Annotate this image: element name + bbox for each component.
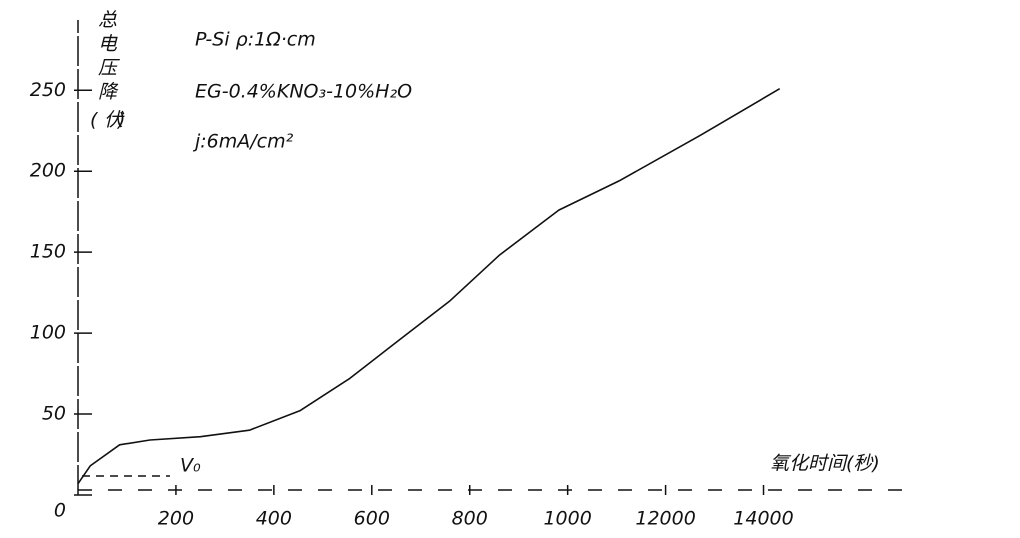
x-axis-label: 氧化时间(秒)	[770, 453, 880, 475]
x-tick-label: 12000	[635, 508, 695, 530]
y-tick-label: 150	[30, 241, 66, 263]
x-tick-label: 800	[452, 508, 488, 530]
x-tick-label: 400	[256, 508, 292, 530]
y-tick-label: 200	[30, 160, 66, 182]
annotation: j:6mA/cm²	[192, 131, 294, 153]
y-tick-label: 100	[30, 322, 66, 344]
x-tick-label: 14000	[733, 508, 793, 530]
y-tick-label: 50	[42, 403, 66, 425]
y-axis-label: 总电压降(伏)	[90, 9, 125, 131]
line	[77, 88, 781, 485]
x-tick-label: 1000	[543, 508, 591, 530]
annotation: EG-0.4%KNO₃-10%H₂O	[195, 81, 412, 103]
annotation: V₀	[180, 455, 201, 477]
annotation: P-Si ρ:1Ω·cm	[195, 29, 316, 51]
y-tick-label: 250	[30, 79, 66, 101]
x-tick-label: 600	[354, 508, 390, 530]
x-tick-label: 200	[158, 508, 194, 530]
y-tick-label: 0	[54, 500, 66, 522]
